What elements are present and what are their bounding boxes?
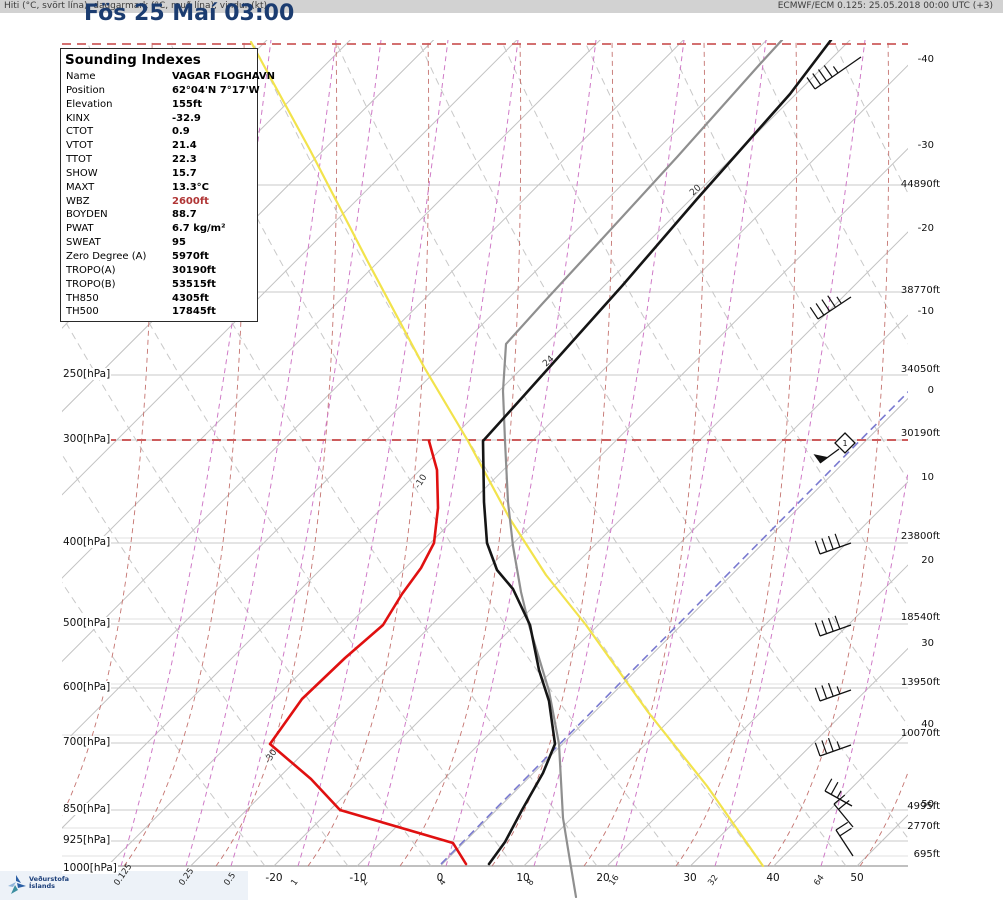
- index-row-th850: TH850 4305ft: [66, 292, 209, 304]
- logo-text: Veðurstofa Íslands: [29, 875, 70, 890]
- indexes-rows: Name VAGAR FLOGHAVN Position 62°04'N 7°17'W…: [61, 70, 276, 319]
- index-row-maxt: MAXT 13.3°C: [66, 181, 210, 193]
- right-temperature-label: 50: [921, 799, 934, 810]
- index-row-ttot: TTOT 22.3: [66, 154, 197, 166]
- sounding-profiles: [249, 40, 908, 898]
- altitude-axis-label: 13950ft: [900, 677, 940, 688]
- svg-text:8: 8: [525, 878, 536, 888]
- altitude-axis-label: 2770ft: [907, 821, 940, 832]
- index-row-th500: TH500 17845ft: [66, 306, 216, 318]
- altitude-axis-label: 4995ft: [907, 801, 940, 812]
- index-row-tropo-a-: TROPO(A) 30190ft: [66, 264, 216, 276]
- altitude-axis-label: 38770ft: [900, 285, 940, 296]
- svg-text:1: 1: [289, 878, 300, 888]
- svg-text:64: 64: [812, 873, 826, 888]
- pressure-axis-label: 300[hPa]: [62, 433, 112, 445]
- right-temperature-label: -20: [917, 223, 934, 234]
- bottom-temperature-label: -10: [349, 872, 367, 884]
- right-temperature-label: -30: [917, 140, 934, 151]
- header-legend-text: Hiti (°C, svört lína), daggarmark (°C, r…: [4, 1, 268, 11]
- pressure-axis-label: 250[hPa]: [62, 368, 112, 380]
- index-row-kinx: KINX -32.9: [66, 112, 201, 124]
- header-bar: Hiti (°C, svört lína), daggarmark (°C, r…: [0, 0, 1003, 13]
- chart-grid: [62, 40, 908, 867]
- svg-text:2: 2: [359, 878, 370, 888]
- right-temperature-label: 0: [927, 385, 934, 396]
- svg-text:24: 24: [541, 354, 556, 369]
- svg-text:1: 1: [842, 439, 847, 448]
- bottom-temperature-label: -20: [265, 872, 283, 884]
- index-row-tropo-b-: TROPO(B) 53515ft: [66, 278, 216, 290]
- index-row-zero-degree-a-: Zero Degree (A) 5970ft: [66, 250, 209, 262]
- bottom-temperature-label: 20: [596, 872, 610, 884]
- altitude-axis-label: 695ft: [913, 849, 940, 860]
- index-row-elevation: Elevation 155ft: [66, 98, 203, 110]
- bottom-temperature-label: 40: [766, 872, 780, 884]
- pressure-axis-label: 500[hPa]: [62, 617, 112, 629]
- footer-background: [0, 871, 248, 900]
- index-row-show: SHOW 15.7: [66, 167, 197, 179]
- pressure-axis-label: 700[hPa]: [62, 736, 112, 748]
- pressure-axis-label: 400[hPa]: [62, 536, 112, 548]
- footer-bar: Veðurstofa Íslands: [0, 871, 248, 900]
- indexes-title: Sounding Indexes: [65, 52, 201, 68]
- pressure-axis-label: 850[hPa]: [62, 803, 112, 815]
- index-row-ctot: CTOT 0.9: [66, 126, 190, 138]
- index-row-boyden: BOYDEN 88.7: [66, 209, 197, 221]
- index-row-wbz: WBZ 2600ft: [66, 195, 209, 207]
- svg-text:32: 32: [706, 873, 720, 888]
- altitude-axis-label: 30190ft: [900, 428, 940, 439]
- pressure-axis-label: 1000[hPa]: [62, 862, 118, 874]
- right-temperature-label: -10: [917, 306, 934, 317]
- valid-time-label: Fös 25 Maí 03:00: [84, 1, 295, 26]
- right-temperature-label: 10: [921, 472, 934, 483]
- svg-text:-10: -10: [413, 473, 430, 491]
- right-temperature-label: 20: [921, 555, 934, 566]
- bottom-temperature-label: 30: [683, 872, 697, 884]
- right-temperature-label: -40: [917, 54, 934, 65]
- right-temperature-label: 30: [921, 638, 934, 649]
- bottom-temperature-label: 50: [850, 872, 864, 884]
- svg-text:4: 4: [437, 878, 448, 888]
- pressure-axis-label: 925[hPa]: [62, 834, 112, 846]
- altitude-axis-label: 10070ft: [900, 728, 940, 739]
- bottom-temperature-label: 0: [436, 872, 444, 884]
- altitude-axis-label: 44890ft: [900, 179, 940, 190]
- bottom-temperature-label: 10: [516, 872, 530, 884]
- sounding-indexes-box: Sounding Indexes Name VAGAR FLOGHAVN Posit…: [60, 48, 276, 322]
- index-row-position: Position 62°04'N 7°17'W: [66, 84, 260, 96]
- pressure-axis-label: 600[hPa]: [62, 681, 112, 693]
- index-row-vtot: VTOT 21.4: [66, 140, 197, 152]
- index-row-pwat: PWAT 6.7 kg/m²: [66, 223, 226, 235]
- index-row-sweat: SWEAT 95: [66, 237, 186, 249]
- right-temperature-label: 40: [921, 719, 934, 730]
- altitude-axis-label: 23800ft: [900, 531, 940, 542]
- altitude-axis-label: 34050ft: [900, 364, 940, 375]
- index-row-name: Name VAGAR FLOGHAVN: [66, 71, 276, 82]
- vedurstofa-logo-icon: [8, 875, 26, 894]
- header-model-run-text: ECMWF/ECM 0.125: 25.05.2018 00:00 UTC (+…: [777, 1, 993, 11]
- altitude-axis-label: 18540ft: [900, 612, 940, 623]
